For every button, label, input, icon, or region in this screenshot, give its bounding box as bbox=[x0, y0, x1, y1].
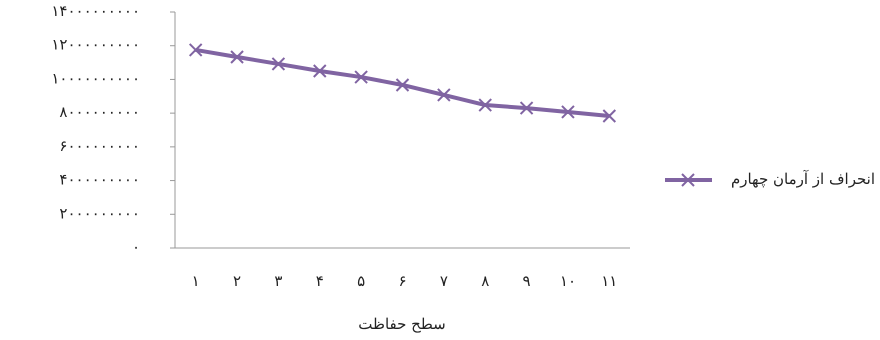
y-tick-label: ۲۰۰۰۰۰۰۰۰۰ bbox=[59, 204, 140, 222]
series-line bbox=[195, 47, 610, 118]
marker bbox=[313, 64, 327, 78]
marker bbox=[188, 43, 203, 57]
x-axis-title: سطح حفاظت bbox=[358, 315, 445, 333]
x-tick-label: ۳ bbox=[274, 272, 282, 290]
marker bbox=[354, 70, 368, 84]
x-tick-label: ۱۱ bbox=[601, 272, 617, 290]
marker bbox=[271, 57, 286, 71]
x-tick-label: ۱۰ bbox=[560, 272, 576, 290]
x-tick-label: ۲ bbox=[233, 272, 241, 290]
x-tick-label: ۴ bbox=[316, 272, 324, 290]
marker bbox=[561, 105, 575, 119]
marker bbox=[437, 88, 451, 102]
y-tick-label: ۴۰۰۰۰۰۰۰۰۰ bbox=[59, 171, 140, 189]
legend-label: انحراف از آرمان چهارم bbox=[731, 170, 875, 188]
y-tick-label: ۸۰۰۰۰۰۰۰۰۰ bbox=[59, 103, 140, 121]
y-tick-label: ۱۰۰۰۰۰۰۰۰۰۰ bbox=[51, 69, 140, 87]
y-tick-label: ۰ bbox=[132, 238, 140, 256]
marker bbox=[230, 50, 244, 64]
marker bbox=[681, 173, 695, 187]
y-tick-label: ۶۰۰۰۰۰۰۰۰۰ bbox=[59, 137, 140, 155]
x-tick-label: ۱ bbox=[192, 272, 200, 290]
y-tick-label: ۱۴۰۰۰۰۰۰۰۰۰ bbox=[51, 2, 140, 20]
x-tick-label: ۵ bbox=[357, 272, 365, 290]
x-tick-label: ۷ bbox=[440, 272, 448, 290]
x-tick-label: ۸ bbox=[481, 272, 489, 290]
marker bbox=[519, 101, 534, 115]
marker bbox=[395, 78, 410, 92]
y-tick-label: ۱۲۰۰۰۰۰۰۰۰۰ bbox=[51, 36, 140, 54]
x-tick-label: ۹ bbox=[523, 272, 531, 290]
marker bbox=[602, 109, 617, 123]
x-tick-label: ۶ bbox=[398, 272, 406, 290]
marker bbox=[478, 98, 492, 112]
